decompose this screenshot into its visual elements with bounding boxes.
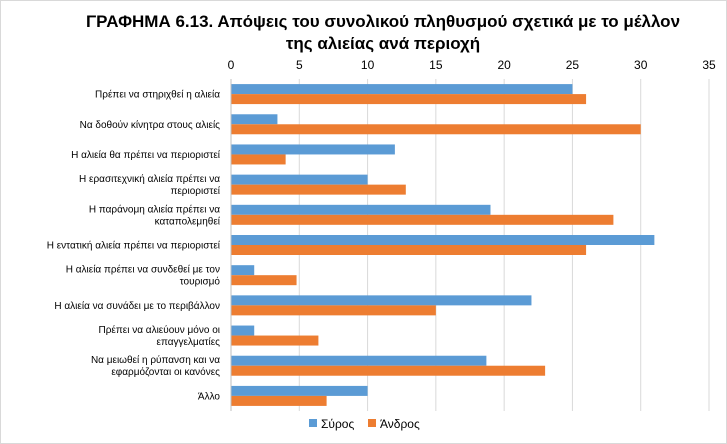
category-label: Να μειωθεί η ρύπανση και να εφαρμόζονται …: [91, 354, 220, 378]
legend: Σύρος Άνδρος: [309, 417, 420, 431]
bar-andros: [231, 154, 286, 165]
legend-swatch: [368, 419, 376, 427]
bar-andros: [231, 184, 406, 195]
legend-item-syros: Σύρος: [321, 417, 354, 431]
x-tick-label: 20: [497, 58, 511, 72]
bar-syros: [231, 114, 278, 125]
bar-syros: [231, 204, 491, 215]
category-label: Η παράνομη αλιεία πρέπει να καταπολεμηθεί: [89, 203, 221, 227]
category-label: Η αλιεία πρέπει να συνδεθεί με τον τουρισ…: [66, 264, 221, 288]
bar-syros: [231, 144, 395, 155]
x-tick-label: 10: [361, 58, 375, 72]
x-axis-ticks: 0 5 10 15 20 25 30 35: [228, 58, 716, 72]
category-label: Πρέπει να στηριχθεί η αλιεία: [95, 89, 220, 101]
bar-syros: [231, 325, 255, 336]
chart-title-line: της αλιείας ανά περιοχή: [286, 34, 480, 53]
x-tick-label: 35: [702, 58, 716, 72]
chart-title-line: ΓΡΑΦΗΜΑ 6.13. Απόψεις του συνολικού πληθ…: [86, 12, 680, 31]
category-label: Πρέπει να αλιεύουν μόνο οι επαγγελματίες: [99, 324, 221, 348]
legend-swatch: [309, 419, 317, 427]
bar-syros: [231, 84, 573, 95]
bar-andros: [231, 395, 327, 406]
category-label: Άλλο: [198, 391, 221, 402]
x-tick-label: 25: [566, 58, 580, 72]
bar-syros: [231, 265, 255, 276]
x-tick-label: 5: [296, 58, 303, 72]
bar-andros: [231, 245, 587, 255]
category-label: Η εντατική αλιεία πρέπει να περιοριστεί: [47, 240, 221, 252]
category-label: Να δοθούν κίνητρα στους αλιείς: [80, 119, 221, 131]
bar-andros: [231, 365, 546, 376]
bar-syros: [231, 235, 655, 245]
bar-andros: [231, 214, 614, 225]
x-tick-label: 30: [634, 58, 648, 72]
chart-title: ΓΡΑΦΗΜΑ 6.13. Απόψεις του συνολικού πληθ…: [86, 12, 680, 53]
bar-andros: [231, 124, 641, 135]
bar-syros: [231, 174, 368, 185]
bar-syros: [231, 385, 368, 396]
bar-andros: [231, 94, 587, 105]
bars: [231, 84, 655, 406]
bar-andros: [231, 275, 297, 286]
bar-syros: [231, 355, 487, 366]
category-label: Η αλιεία να συνάδει με το περιβάλλον: [54, 300, 220, 312]
bar-andros: [231, 335, 319, 346]
category-labels: Πρέπει να στηριχθεί η αλιεία Να δοθούν κί…: [47, 89, 221, 403]
x-tick-label: 0: [228, 58, 235, 72]
legend-item-andros: Άνδρος: [380, 417, 420, 431]
bar-andros: [231, 305, 436, 316]
category-label: Η αλιεία θα πρέπει να περιοριστεί: [71, 149, 221, 161]
bar-syros: [231, 295, 532, 306]
category-label: Η ερασιτεχνική αλιεία πρέπει να περιοριστ…: [79, 173, 221, 197]
x-tick-label: 15: [429, 58, 443, 72]
